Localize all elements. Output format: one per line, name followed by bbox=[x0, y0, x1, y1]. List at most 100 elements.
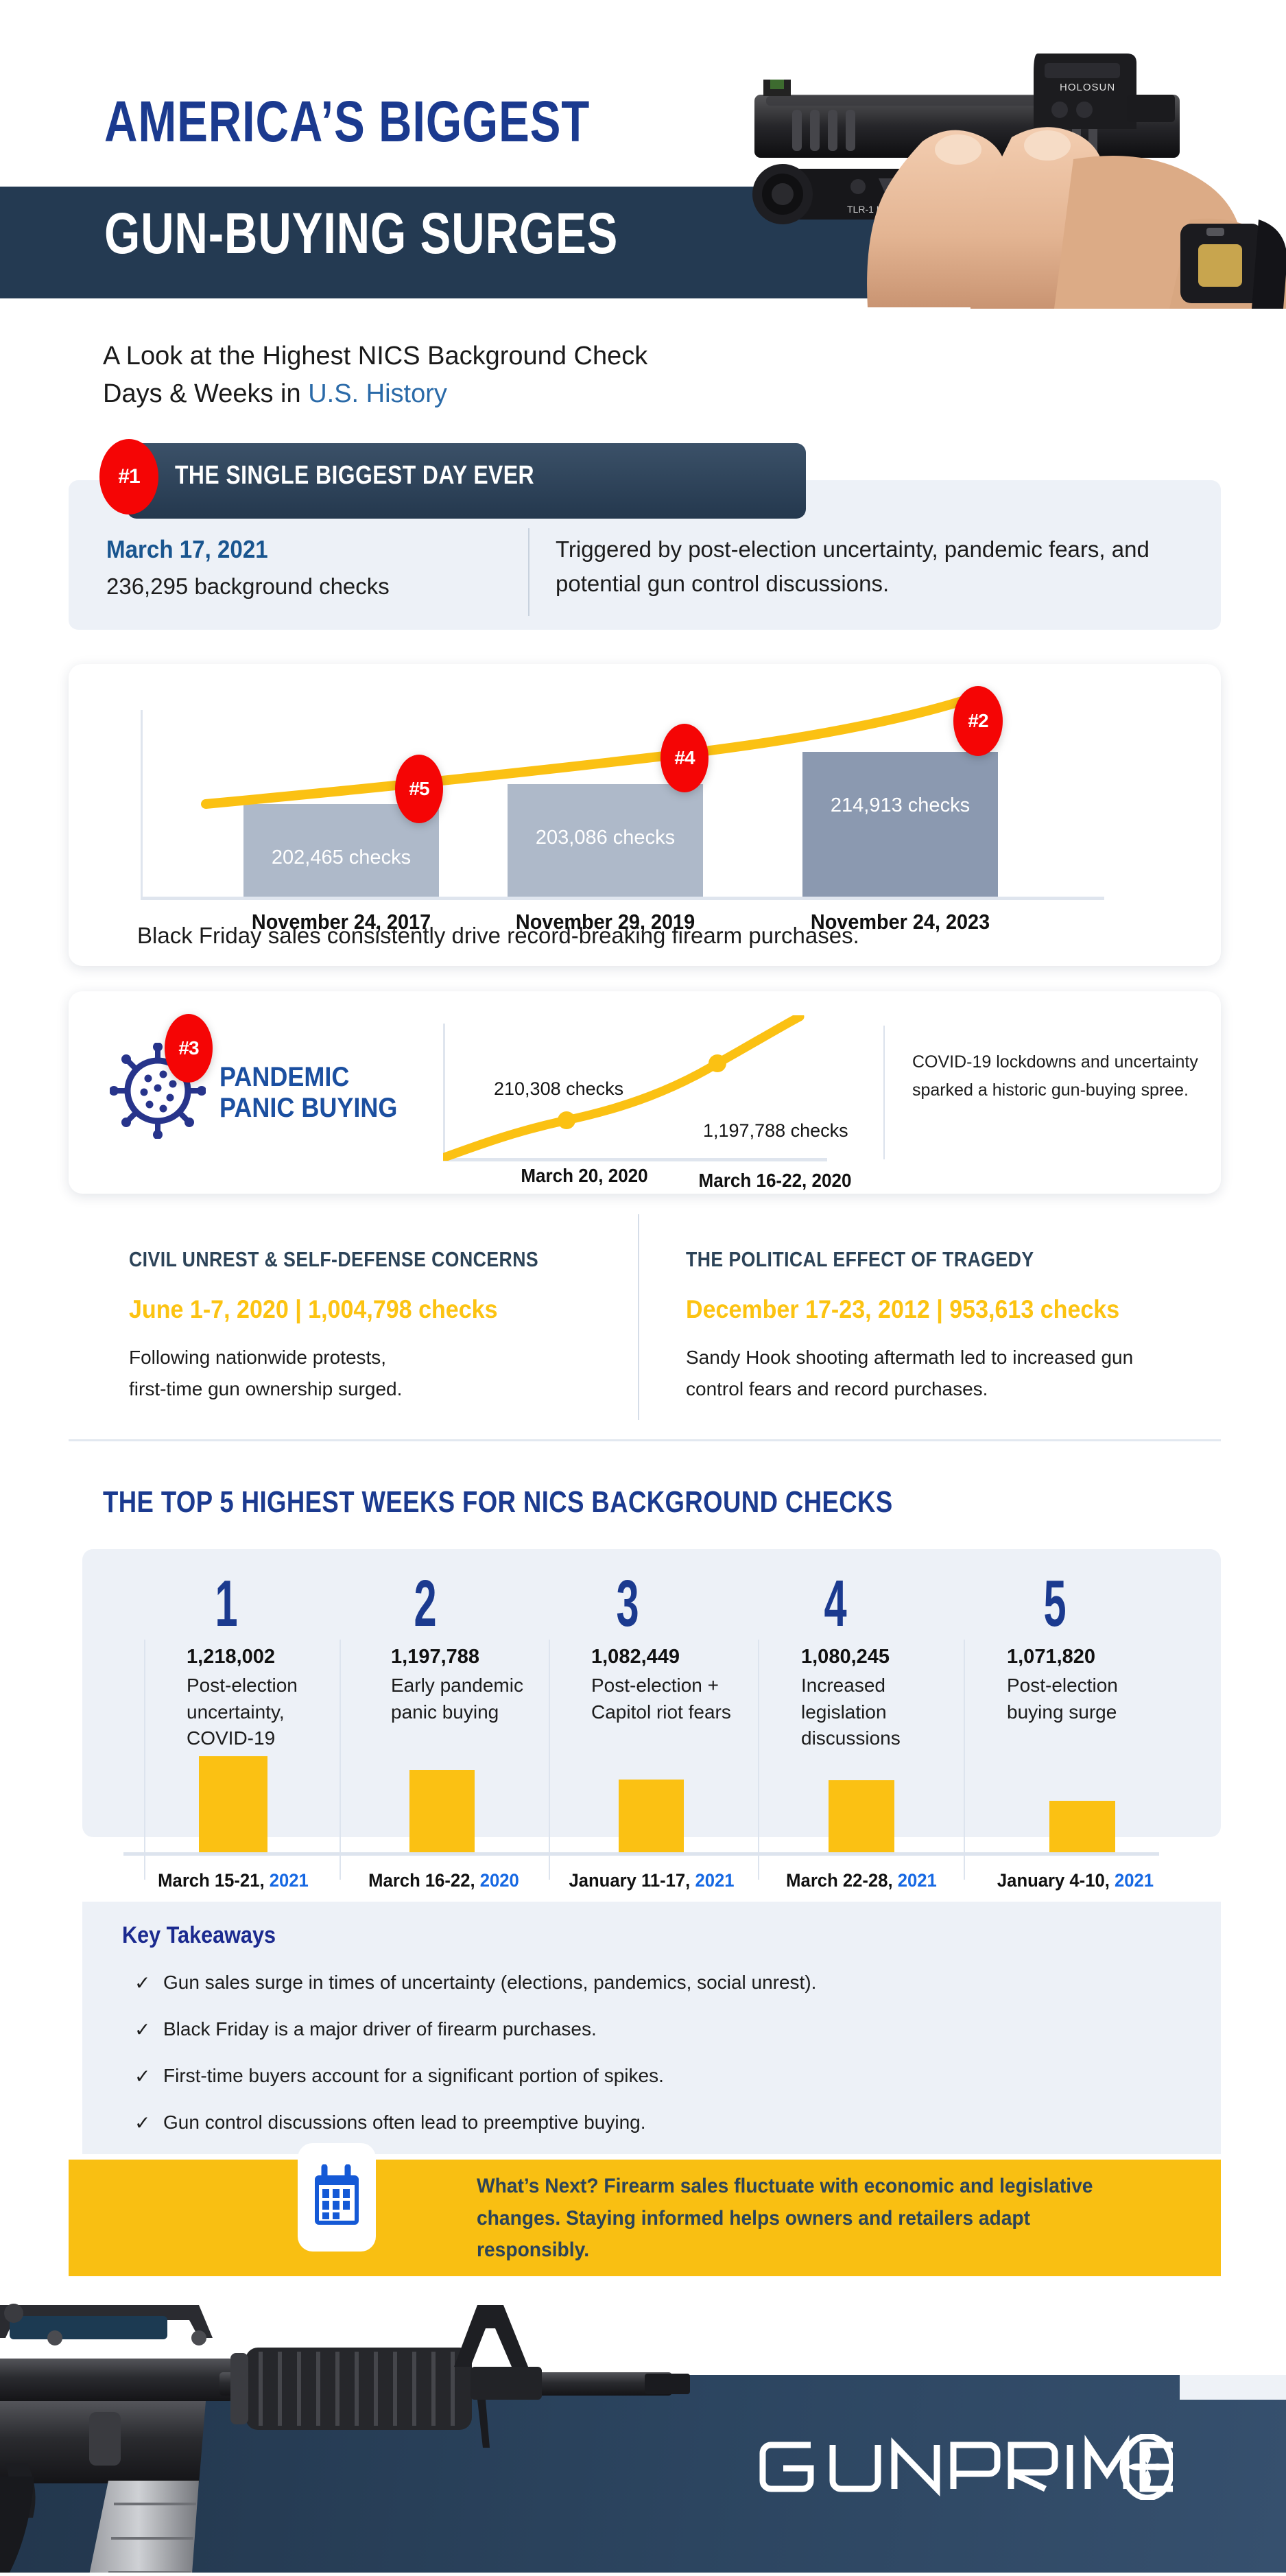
key-takeaway-item-1: Gun sales surge in times of uncertainty … bbox=[163, 1972, 817, 1993]
subtitle-line2-prefix: Days & Weeks in bbox=[103, 379, 309, 409]
political-tragedy-stat: December 17-23, 2012 | 953,613 checks bbox=[686, 1295, 1120, 1323]
pandemic-title-line2: PANIC BUYING bbox=[219, 1092, 398, 1123]
top5-value-1: 1,218,002 bbox=[187, 1646, 276, 1668]
pandemic-value-1: 210,308 checks bbox=[494, 1078, 624, 1099]
key-takeaway-item-4: Gun control discussions often lead to pr… bbox=[163, 2112, 646, 2133]
top5-xlabel-3-year: 2021 bbox=[695, 1870, 735, 1891]
top5-desc-1: Post-election uncertainty, COVID-19 bbox=[187, 1675, 298, 1749]
black-friday-x-axis bbox=[141, 897, 1104, 900]
rank-badge-5: #5 bbox=[395, 755, 443, 823]
top5-xlabel-3-prefix: January 11-17, bbox=[569, 1870, 695, 1891]
top5-desc-3: Post-election + Capitol riot fears bbox=[591, 1675, 731, 1723]
political-tragedy-heading: THE POLITICAL EFFECT OF TRAGEDY bbox=[686, 1247, 1034, 1271]
black-friday-y-axis bbox=[141, 710, 143, 899]
crosshair-icon bbox=[1119, 2433, 1176, 2501]
top5-xlabel-1-prefix: March 15-21, bbox=[158, 1870, 270, 1891]
top5-separator-2 bbox=[340, 1640, 341, 1880]
top5-xlabel-4: March 22-28, 2021 bbox=[757, 1870, 966, 1891]
top5-xlabel-5: January 4-10, 2021 bbox=[971, 1870, 1180, 1891]
top5-bar-2 bbox=[409, 1770, 475, 1852]
xlabel-nov-29-2019: November 29, 2019 bbox=[515, 910, 695, 934]
top5-desc-4: Increased legislation discussions bbox=[801, 1675, 901, 1749]
pandemic-line-chart bbox=[443, 1015, 805, 1161]
top5-xlabel-4-prefix: March 22-28, bbox=[786, 1870, 898, 1891]
two-column-divider bbox=[638, 1214, 639, 1420]
rank-badge-3: #3 bbox=[165, 1014, 213, 1083]
top5-separator-1 bbox=[144, 1640, 145, 1880]
top5-rank-3: 3 bbox=[616, 1567, 639, 1640]
page-header: HOLOSUN TLR-1 HL bbox=[0, 0, 1286, 322]
pandemic-description: COVID-19 lockdowns and uncertainty spark… bbox=[912, 1052, 1198, 1100]
pandemic-x-axis bbox=[443, 1158, 827, 1161]
civil-unrest-stat: June 1-7, 2020 | 1,004,798 checks bbox=[129, 1295, 498, 1323]
top5-xlabel-3: January 11-17, 2021 bbox=[547, 1870, 756, 1891]
top5-separator-3 bbox=[549, 1640, 550, 1880]
pandemic-xlabel-1: March 20, 2020 bbox=[521, 1165, 648, 1186]
biggest-day-ribbon: THE SINGLE BIGGEST DAY EVER bbox=[127, 443, 806, 519]
footer-logo[interactable] bbox=[748, 2433, 1181, 2501]
biggest-day-checks: 236,295 background checks bbox=[106, 574, 390, 599]
top5-bar-1 bbox=[199, 1756, 267, 1852]
bar-label-nov-24-2023: 214,913 checks bbox=[830, 794, 971, 816]
calendar-icon-box bbox=[298, 2143, 376, 2252]
top5-rank-5: 5 bbox=[1043, 1567, 1067, 1640]
footer-rifle-image bbox=[0, 2278, 693, 2576]
black-friday-caption: Black Friday sales consistently drive re… bbox=[137, 923, 859, 948]
check-icon-2: ✓ bbox=[134, 2019, 151, 2040]
bar-nov-29-2019: 203,086 checks bbox=[508, 784, 703, 897]
top5-separator-5 bbox=[964, 1640, 965, 1880]
page-title-line1: AMERICA’S BIGGEST bbox=[104, 89, 591, 154]
svg-text:HOLOSUN: HOLOSUN bbox=[1060, 82, 1115, 93]
top5-xlabel-2-year: 2020 bbox=[479, 1870, 519, 1891]
top5-xlabel-1: March 15-21, 2021 bbox=[129, 1870, 337, 1891]
top5-value-3: 1,082,449 bbox=[591, 1646, 680, 1668]
top5-xlabel-1-year: 2021 bbox=[269, 1870, 309, 1891]
us-history-link[interactable]: U.S. History bbox=[308, 379, 447, 409]
top5-rank-4: 4 bbox=[824, 1567, 847, 1640]
biggest-day-divider bbox=[528, 528, 529, 616]
top5-bar-4 bbox=[829, 1780, 894, 1852]
page-title-line2: GUN-BUYING SURGES bbox=[104, 201, 619, 265]
top5-value-5: 1,071,820 bbox=[1007, 1646, 1096, 1668]
top5-value-2: 1,197,788 bbox=[391, 1646, 480, 1668]
whats-next-text: What’s Next? Firearm sales fluctuate wit… bbox=[477, 2175, 1093, 2261]
check-icon-4: ✓ bbox=[134, 2112, 151, 2134]
top5-bar-3 bbox=[619, 1780, 684, 1852]
black-friday-trend-line bbox=[201, 694, 975, 809]
top5-xlabel-2: March 16-22, 2020 bbox=[340, 1870, 548, 1891]
top5-baseline bbox=[123, 1852, 1159, 1856]
calendar-icon bbox=[311, 2164, 363, 2231]
pandemic-title-line1: PANDEMIC bbox=[219, 1062, 350, 1092]
bar-label-nov-29-2019: 203,086 checks bbox=[535, 827, 676, 849]
top5-separator-4 bbox=[758, 1640, 759, 1880]
pandemic-value-2: 1,197,788 checks bbox=[703, 1120, 848, 1141]
key-takeaways-panel bbox=[82, 1902, 1221, 2154]
top5-rank-1: 1 bbox=[215, 1567, 238, 1640]
top5-xlabel-4-year: 2021 bbox=[897, 1870, 937, 1891]
hero-pistol-image: HOLOSUN TLR-1 HL bbox=[717, 14, 1286, 309]
top5-xlabel-5-year: 2021 bbox=[1115, 1870, 1154, 1891]
top5-desc-5: Post-election buying surge bbox=[1007, 1675, 1118, 1723]
coronavirus-icon bbox=[109, 1042, 206, 1139]
biggest-day-description: Triggered by post-election uncertainty, … bbox=[556, 536, 1150, 596]
pandemic-divider bbox=[883, 1026, 885, 1159]
top5-xlabel-2-prefix: March 16-22, bbox=[368, 1870, 480, 1891]
key-takeaway-item-3: First-time buyers account for a signific… bbox=[163, 2065, 664, 2086]
bar-nov-24-2017: 202,465 checks bbox=[243, 804, 439, 897]
rank-badge-1: #1 bbox=[99, 439, 158, 515]
top5-rank-2: 2 bbox=[414, 1567, 437, 1640]
check-icon-3: ✓ bbox=[134, 2066, 151, 2087]
pandemic-xlabel-2: March 16-22, 2020 bbox=[698, 1170, 852, 1191]
pandemic-title: PANDEMIC PANIC BUYING bbox=[219, 1062, 397, 1124]
key-takeaway-item-2: Black Friday is a major driver of firear… bbox=[163, 2018, 597, 2040]
biggest-day-ribbon-label: THE SINGLE BIGGEST DAY EVER bbox=[175, 461, 534, 490]
pandemic-y-axis bbox=[443, 1024, 445, 1159]
political-tragedy-body: Sandy Hook shooting aftermath led to inc… bbox=[686, 1347, 1134, 1400]
rank-badge-2: #2 bbox=[953, 686, 1003, 756]
biggest-day-date: March 17, 2021 bbox=[106, 535, 268, 563]
xlabel-nov-24-2023: November 24, 2023 bbox=[810, 910, 990, 934]
top5-bar-5 bbox=[1049, 1801, 1115, 1852]
key-takeaways-title: Key Takeaways bbox=[122, 1922, 276, 1948]
civil-unrest-body: Following nationwide protests, first-tim… bbox=[129, 1347, 403, 1400]
check-icon-1: ✓ bbox=[134, 1972, 151, 1994]
